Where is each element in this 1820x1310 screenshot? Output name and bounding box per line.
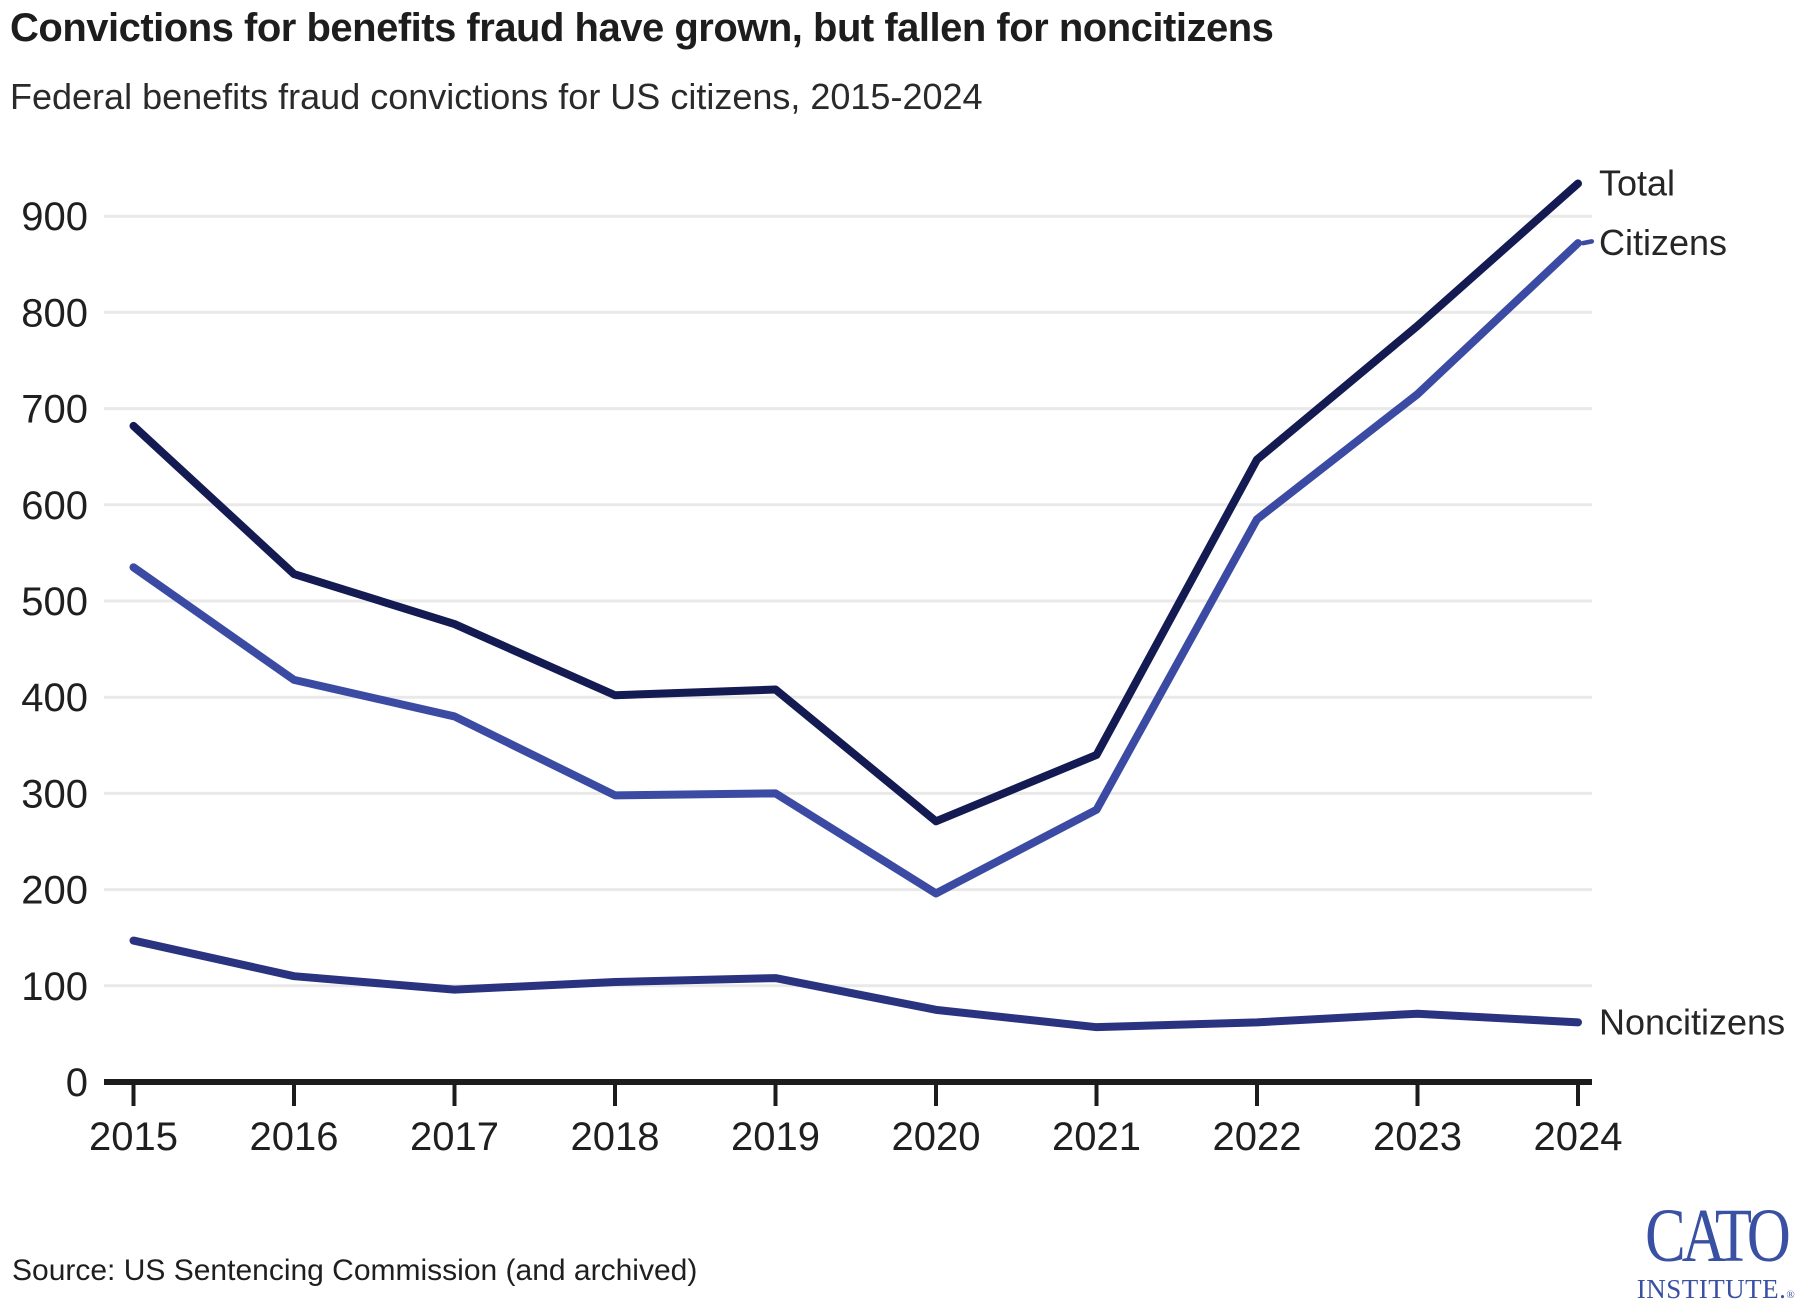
y-tick-label-300: 300 xyxy=(21,772,88,816)
logo-subtext-word: INSTITUTE. xyxy=(1636,1274,1787,1304)
series-end-label-citizens: Citizens xyxy=(1599,222,1727,263)
logo-wordmark: CATO xyxy=(1645,1194,1791,1278)
series-end-label-noncitizens: Noncitizens xyxy=(1599,1001,1785,1042)
y-tick-label-900: 900 xyxy=(21,195,88,239)
x-tick-label-2015: 2015 xyxy=(89,1115,178,1159)
chart-title: Convictions for benefits fraud have grow… xyxy=(10,6,1274,50)
series-line-citizens xyxy=(129,239,1582,898)
y-tick-label-800: 800 xyxy=(21,291,88,335)
x-tick-label-2016: 2016 xyxy=(250,1115,339,1159)
y-tick-label-700: 700 xyxy=(21,388,88,432)
y-tick-label-400: 400 xyxy=(21,676,88,720)
y-tick-label-100: 100 xyxy=(21,965,88,1009)
cato-institute-logo: CATO INSTITUTE.® xyxy=(1626,1198,1806,1303)
registered-trademark-icon: ® xyxy=(1786,1289,1796,1301)
x-tick-label-2023: 2023 xyxy=(1373,1115,1462,1159)
x-tick-label-2021: 2021 xyxy=(1052,1115,1141,1159)
x-tick-label-2024: 2024 xyxy=(1534,1115,1623,1159)
x-tick-label-2017: 2017 xyxy=(410,1115,499,1159)
x-tick-label-2019: 2019 xyxy=(731,1115,820,1159)
x-tick-label-2022: 2022 xyxy=(1213,1115,1302,1159)
x-tick-label-2018: 2018 xyxy=(571,1115,660,1159)
source-note: Source: US Sentencing Commission (and ar… xyxy=(12,1254,698,1287)
y-tick-label-600: 600 xyxy=(21,484,88,528)
y-tick-label-500: 500 xyxy=(21,580,88,624)
series-end-label-total: Total xyxy=(1599,162,1675,203)
series-line-noncitizens xyxy=(129,936,1582,1032)
series-line-total xyxy=(129,179,1582,826)
y-tick-label-0: 0 xyxy=(66,1061,88,1105)
logo-subtext: INSTITUTE.® xyxy=(1626,1276,1806,1303)
chart-subtitle: Federal benefits fraud convictions for U… xyxy=(10,76,983,117)
x-tick-label-2020: 2020 xyxy=(892,1115,981,1159)
leader-dash-citizens xyxy=(1580,238,1596,246)
y-tick-label-200: 200 xyxy=(21,869,88,913)
